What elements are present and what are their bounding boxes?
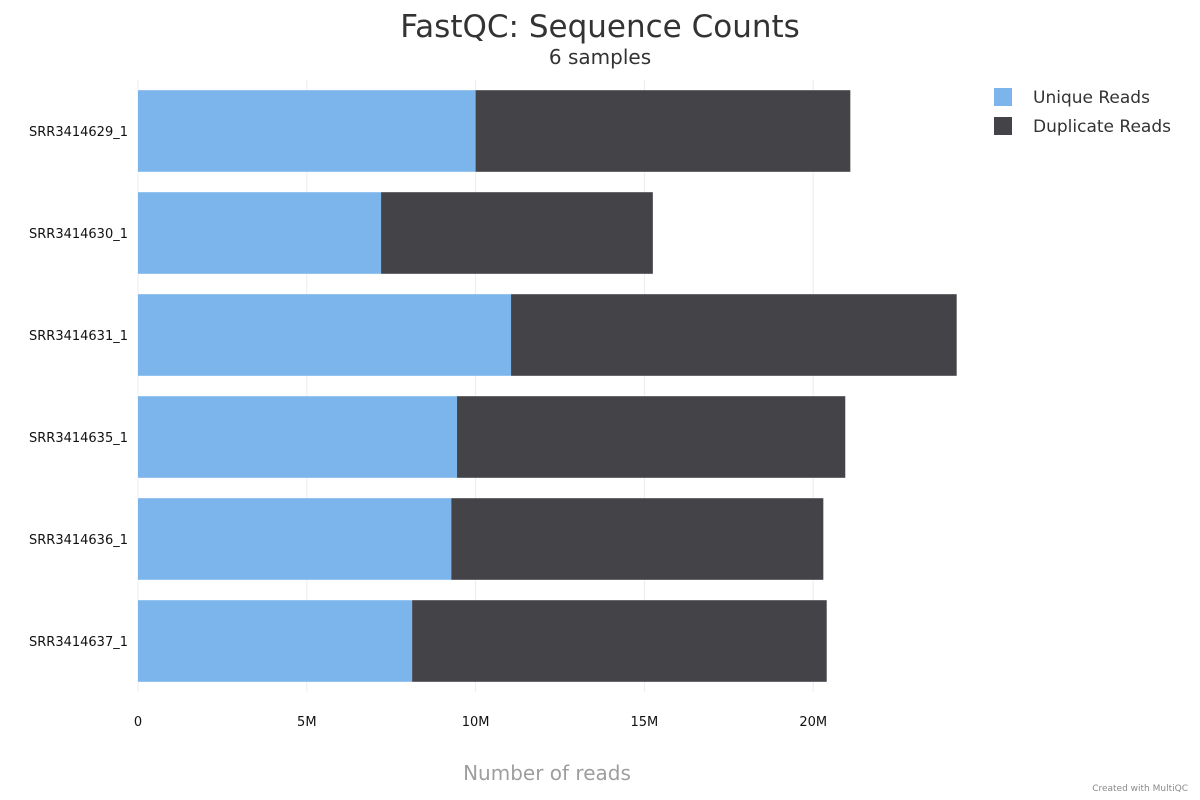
bar-unique-reads[interactable]: [138, 90, 476, 172]
bar-unique-reads[interactable]: [138, 396, 458, 478]
x-axis-title: Number of reads: [463, 761, 631, 785]
bar-duplicate-reads[interactable]: [511, 294, 957, 376]
credit-text: Created with MultiQC: [1092, 784, 1188, 794]
chart-title: FastQC: Sequence Counts: [400, 9, 800, 45]
x-tick-label: 10M: [462, 715, 490, 730]
bar-duplicate-reads[interactable]: [457, 396, 846, 478]
y-tick-label: SRR3414630_1: [29, 227, 128, 242]
x-tick-label: 15M: [631, 715, 659, 730]
y-tick-label: SRR3414637_1: [29, 635, 128, 650]
x-tick-label: 5M: [297, 715, 317, 730]
bar-duplicate-reads[interactable]: [381, 192, 653, 274]
bar-unique-reads[interactable]: [138, 192, 382, 274]
bar-duplicate-reads[interactable]: [412, 600, 827, 682]
chart-subtitle: 6 samples: [549, 45, 651, 69]
legend-label[interactable]: Duplicate Reads: [1033, 117, 1171, 137]
axes: 0 5M 10M 15M 20M SRR3414629_1 SRR3414630_1 SRR3…: [29, 125, 827, 730]
bars: [138, 90, 957, 682]
bar-unique-reads[interactable]: [138, 600, 413, 682]
bar-unique-reads[interactable]: [138, 498, 452, 580]
legend: Unique Reads Duplicate Reads: [994, 88, 1171, 137]
legend-label[interactable]: Unique Reads: [1033, 88, 1150, 108]
bar-duplicate-reads[interactable]: [451, 498, 824, 580]
y-tick-label: SRR3414629_1: [29, 125, 128, 140]
x-tick-label: 20M: [799, 715, 827, 730]
legend-swatch[interactable]: [994, 88, 1012, 106]
bar-unique-reads[interactable]: [138, 294, 512, 376]
legend-swatch[interactable]: [994, 117, 1012, 135]
y-tick-label: SRR3414635_1: [29, 431, 128, 446]
y-tick-label: SRR3414636_1: [29, 533, 128, 548]
bar-duplicate-reads[interactable]: [475, 90, 851, 172]
gridlines: [137, 80, 814, 692]
y-tick-label: SRR3414631_1: [29, 329, 128, 344]
x-tick-label: 0: [134, 715, 142, 730]
